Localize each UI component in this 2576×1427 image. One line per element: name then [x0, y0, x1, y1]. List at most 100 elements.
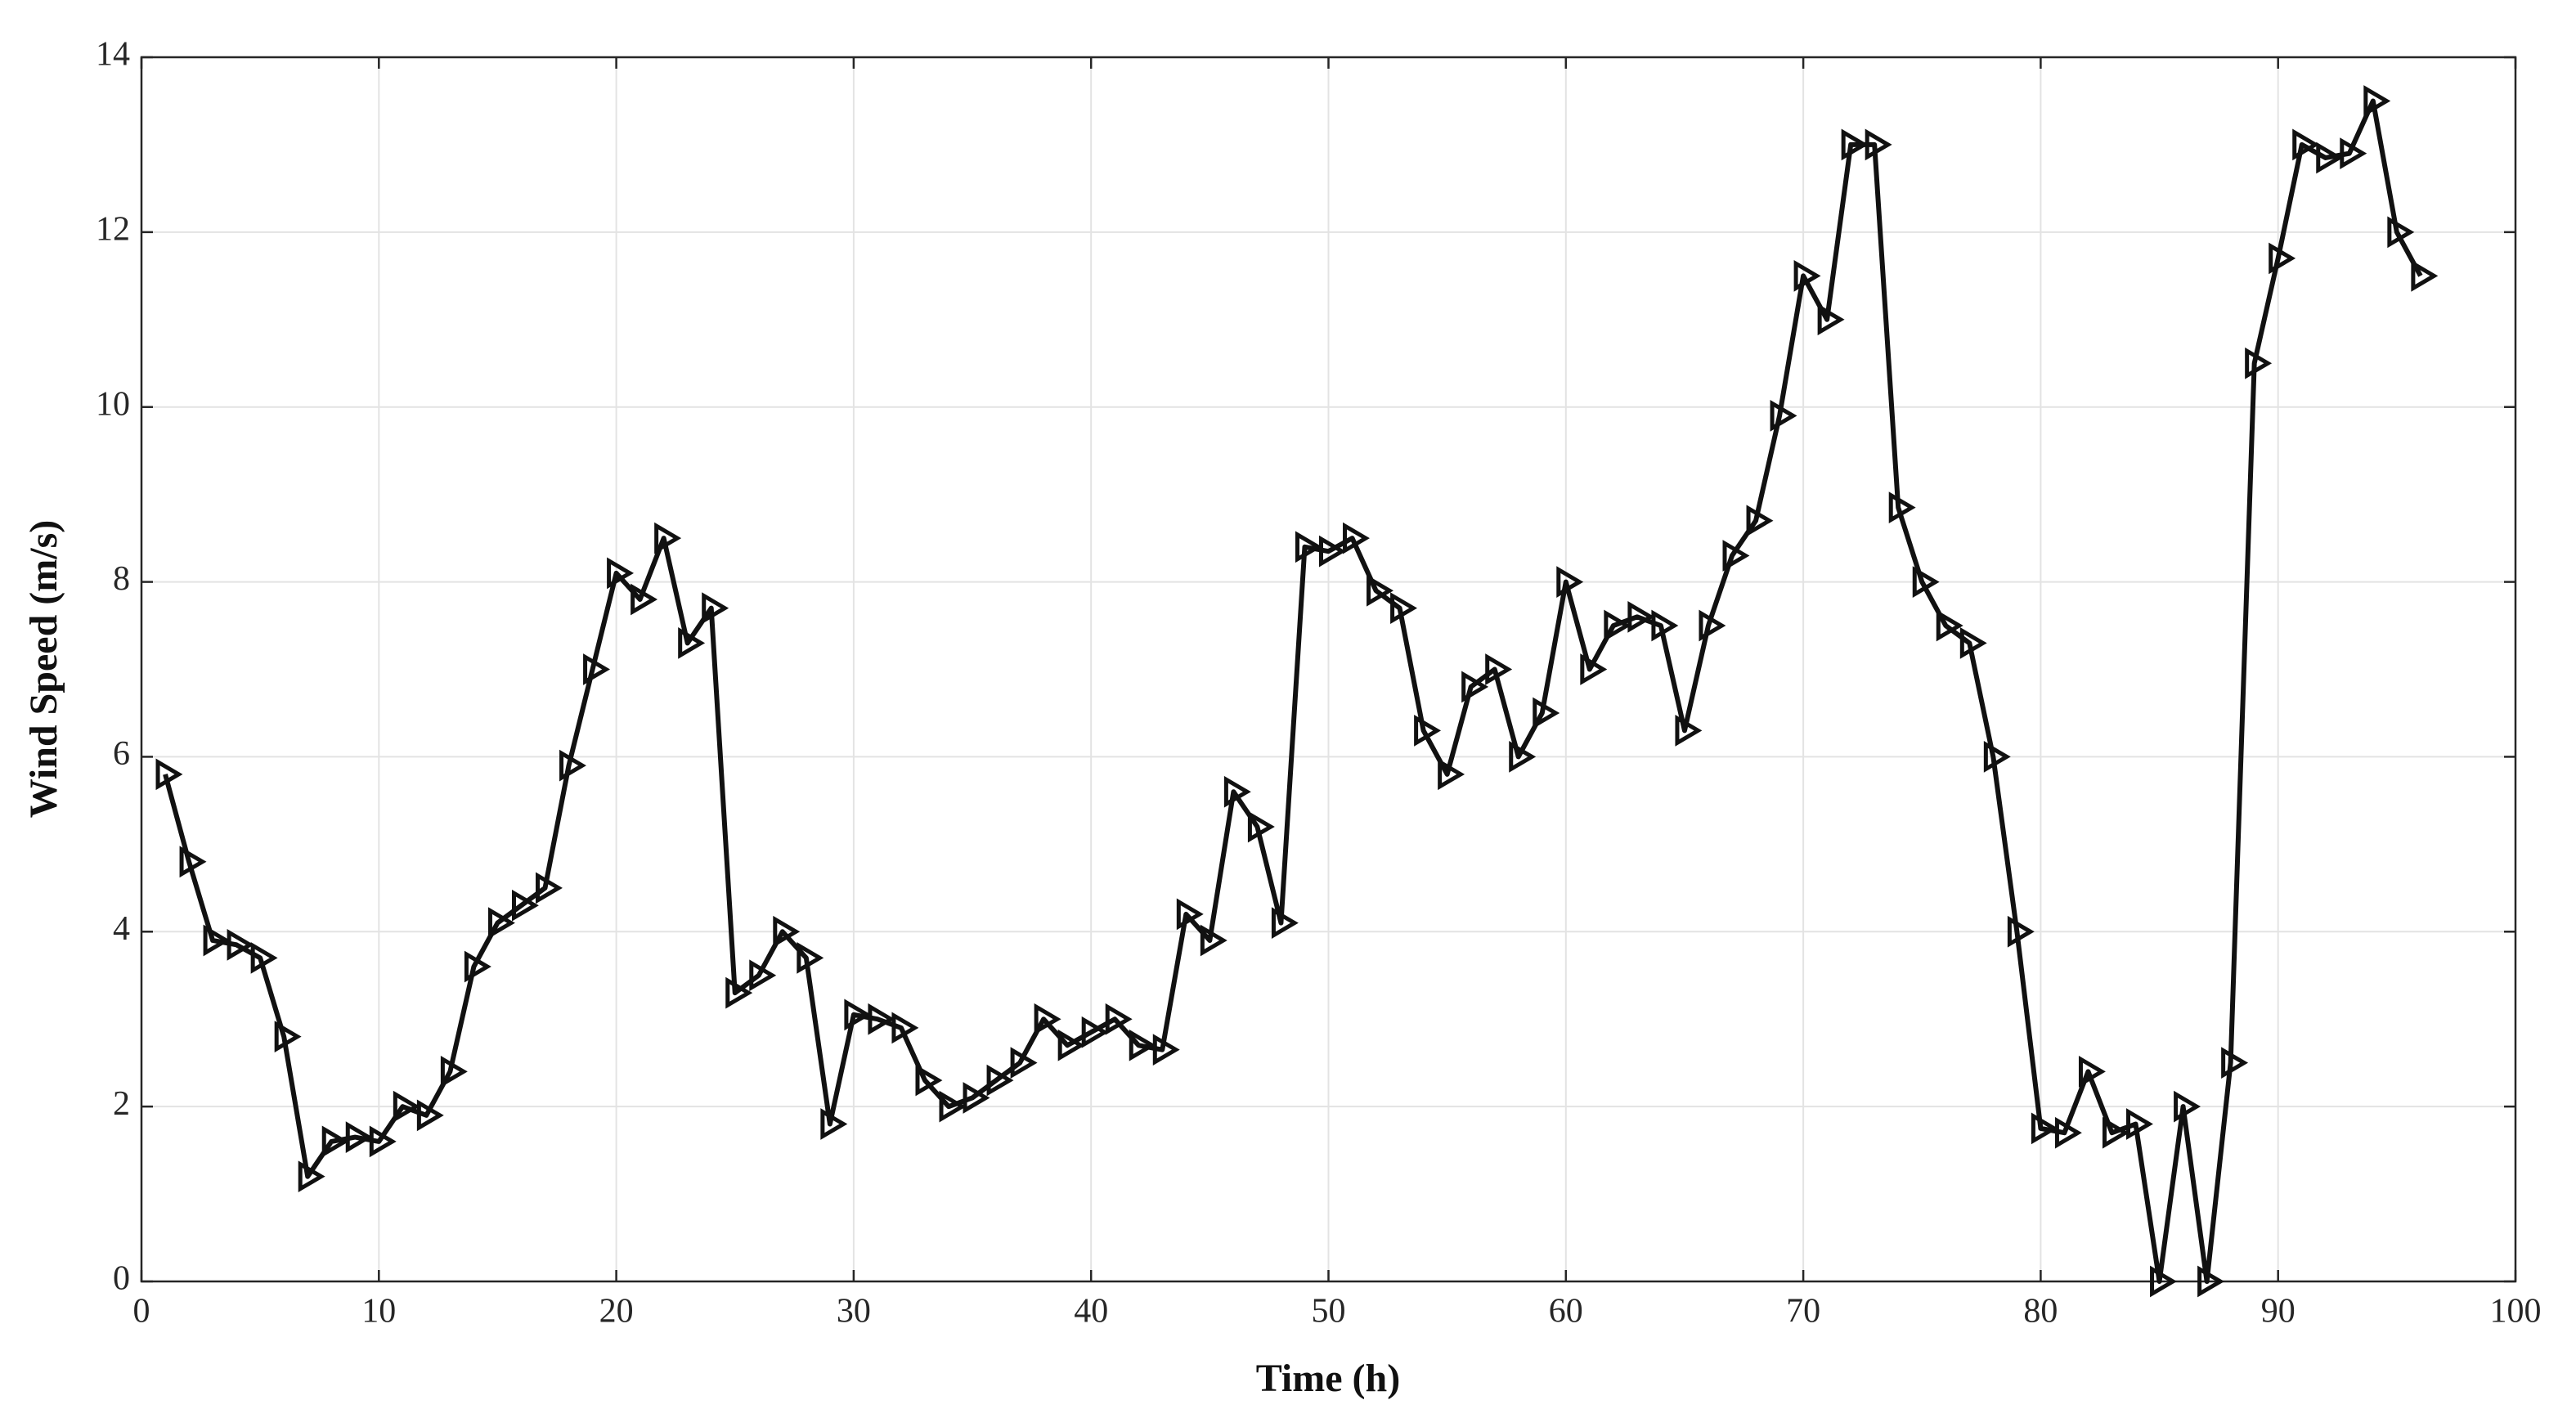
- x-tick-label: 0: [133, 1293, 150, 1331]
- x-tick-label: 60: [1549, 1293, 1583, 1331]
- data-marker: [393, 1090, 420, 1123]
- data-marker: [1793, 259, 1821, 292]
- data-marker: [1983, 741, 2011, 773]
- data-marker: [1200, 924, 1227, 957]
- data-marker: [155, 758, 183, 791]
- data-marker: [2102, 1116, 2129, 1149]
- x-tick-label: 20: [599, 1293, 634, 1331]
- data-marker: [1295, 531, 1322, 563]
- x-tick-label: 30: [837, 1293, 871, 1331]
- x-tick-label: 50: [1312, 1293, 1346, 1331]
- data-marker: [891, 1012, 919, 1044]
- y-tick-label: 4: [113, 910, 130, 948]
- x-tick-label: 80: [2023, 1293, 2058, 1331]
- data-marker: [1367, 574, 1393, 607]
- data-marker: [345, 1121, 373, 1153]
- x-tick-label: 70: [1786, 1293, 1820, 1331]
- data-marker: [749, 959, 777, 992]
- data-marker: [2150, 1265, 2177, 1298]
- data-marker: [820, 1108, 848, 1140]
- data-marker: [250, 941, 278, 974]
- data-marker: [1129, 1029, 1156, 1061]
- data-marker: [2340, 137, 2367, 169]
- data-marker: [702, 592, 729, 625]
- data-marker: [725, 976, 753, 1009]
- data-marker: [773, 915, 801, 948]
- x-tick-label: 10: [361, 1293, 396, 1331]
- y-tick-label: 14: [96, 36, 130, 74]
- data-marker: [227, 928, 254, 961]
- data-marker: [1936, 609, 1963, 642]
- data-marker: [1081, 1016, 1109, 1048]
- data-marker: [1271, 907, 1299, 939]
- x-axis-label: Time (h): [1256, 1357, 1400, 1400]
- data-marker: [1533, 697, 1560, 729]
- data-marker: [1627, 600, 1655, 633]
- data-marker: [1651, 609, 1679, 642]
- data-marker: [1722, 540, 1750, 572]
- y-tick-label: 2: [113, 1085, 130, 1123]
- data-marker: [868, 1003, 895, 1035]
- data-marker: [203, 924, 231, 957]
- data-marker: [1057, 1029, 1085, 1061]
- data-marker: [2007, 915, 2035, 948]
- data-marker: [583, 653, 611, 685]
- data-marker: [2078, 1056, 2106, 1088]
- data-marker: [963, 1082, 990, 1114]
- data-line: [163, 98, 2423, 1284]
- data-marker: [1223, 775, 1251, 808]
- data-marker: [464, 950, 491, 983]
- x-tick-label: 90: [2261, 1293, 2296, 1331]
- data-marker: [1034, 1003, 1061, 1035]
- data-marker: [2316, 141, 2344, 174]
- data-marker: [369, 1125, 397, 1158]
- data-marker: [2269, 242, 2296, 275]
- data-marker: [1343, 522, 1370, 554]
- data-marker: [844, 998, 872, 1031]
- data-marker: [654, 522, 682, 554]
- data-marker: [1865, 128, 1892, 161]
- data-marker: [678, 627, 706, 659]
- data-marker: [2387, 216, 2415, 249]
- data-marker: [2031, 1112, 2058, 1145]
- data-marker: [797, 941, 824, 974]
- data-marker: [416, 1099, 444, 1132]
- data-marker: [2126, 1108, 2153, 1140]
- data-marker: [321, 1125, 349, 1158]
- data-marker: [298, 1160, 325, 1193]
- x-tick-label: 100: [2490, 1293, 2542, 1331]
- data-marker: [559, 749, 586, 782]
- data-marker: [1959, 627, 1987, 659]
- data-marker: [915, 1064, 943, 1097]
- data-marker: [2174, 1090, 2201, 1123]
- data-marker: [1176, 898, 1204, 931]
- data-marker: [1414, 714, 1442, 747]
- data-marker: [1319, 535, 1346, 568]
- data-marker: [631, 583, 658, 616]
- y-axis-label: Wind Speed (m/s): [22, 520, 65, 819]
- data-marker: [1746, 505, 1774, 537]
- data-marker: [1675, 714, 1703, 747]
- data-marker: [511, 889, 539, 922]
- y-tick-label: 12: [96, 210, 130, 248]
- data-marker: [1556, 566, 1584, 598]
- data-marker: [986, 1064, 1014, 1097]
- data-marker: [1438, 758, 1465, 791]
- data-marker: [1509, 741, 1537, 773]
- plot-frame: [140, 56, 2517, 1283]
- data-marker: [1485, 653, 1513, 685]
- data-marker: [1010, 1047, 1038, 1079]
- y-tick-label: 8: [113, 560, 130, 598]
- y-tick-label: 0: [113, 1260, 130, 1298]
- data-marker: [1817, 303, 1845, 336]
- data-marker: [1888, 491, 1916, 524]
- data-marker: [2197, 1265, 2225, 1298]
- data-marker: [2411, 259, 2439, 292]
- data-marker: [1580, 653, 1608, 685]
- data-marker: [274, 1021, 302, 1052]
- data-marker: [1105, 1003, 1133, 1035]
- data-marker: [440, 1056, 468, 1088]
- data-marker: [1604, 609, 1631, 642]
- data-marker: [2245, 347, 2273, 379]
- data-marker: [1770, 400, 1797, 432]
